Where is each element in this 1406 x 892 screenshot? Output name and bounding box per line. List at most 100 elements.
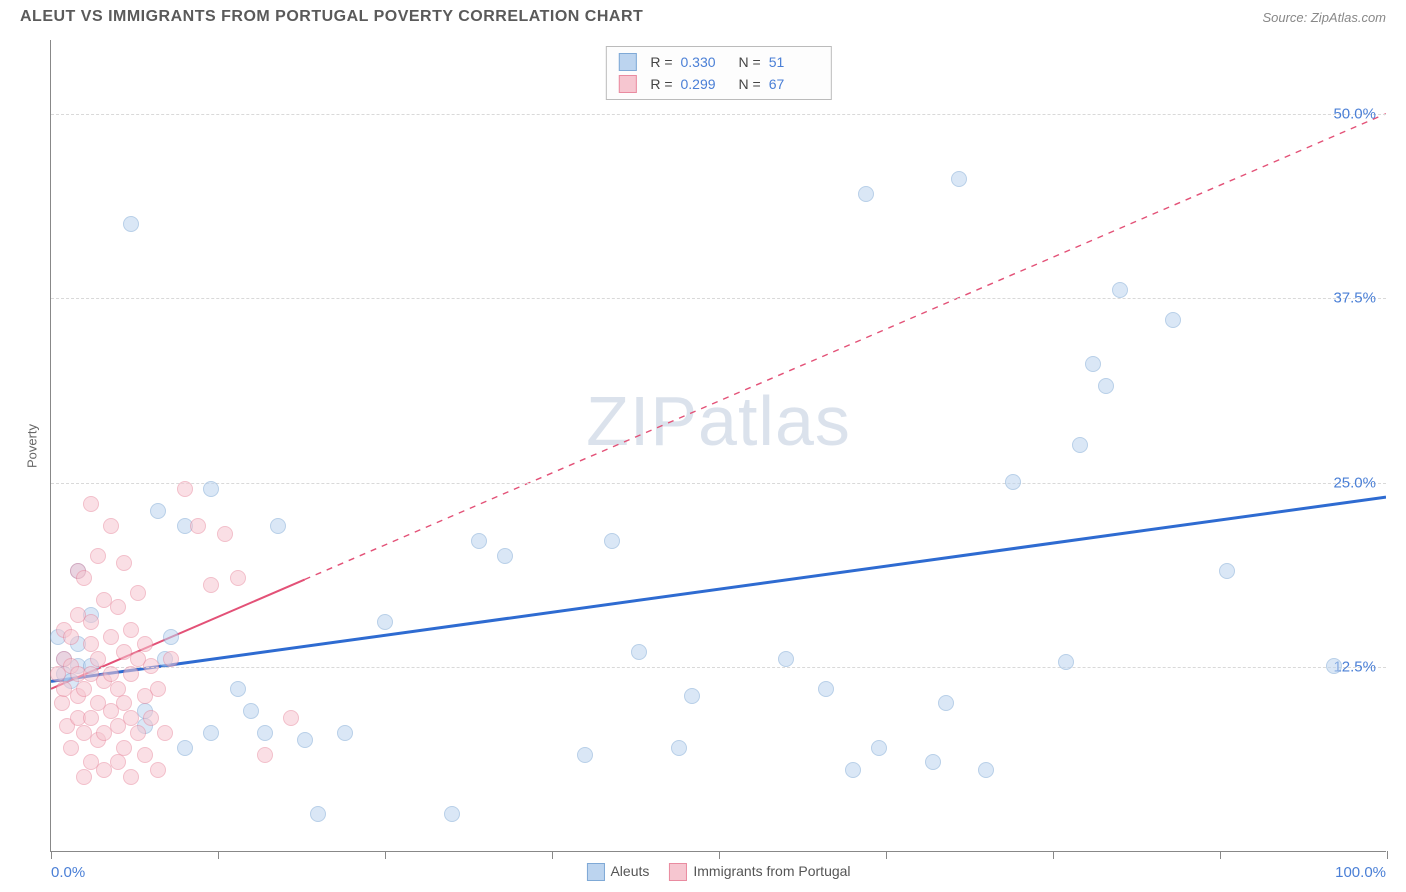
x-tick	[719, 851, 720, 859]
source-attribution: Source: ZipAtlas.com	[1262, 10, 1386, 25]
n-label: N =	[739, 51, 761, 73]
data-point	[83, 710, 99, 726]
data-point	[123, 710, 139, 726]
data-point	[230, 570, 246, 586]
data-point	[103, 629, 119, 645]
data-point	[1005, 474, 1021, 490]
data-point	[116, 740, 132, 756]
data-point	[110, 754, 126, 770]
data-point	[951, 171, 967, 187]
data-point	[1058, 654, 1074, 670]
data-point	[123, 216, 139, 232]
legend-item: Immigrants from Portugal	[669, 863, 850, 881]
data-point	[143, 710, 159, 726]
data-point	[978, 762, 994, 778]
data-point	[310, 806, 326, 822]
data-point	[103, 666, 119, 682]
data-point	[871, 740, 887, 756]
data-point	[925, 754, 941, 770]
x-tick	[385, 851, 386, 859]
data-point	[938, 695, 954, 711]
data-point	[858, 186, 874, 202]
r-label: R =	[650, 73, 672, 95]
data-point	[163, 629, 179, 645]
scatter-chart: Poverty ZIPatlas R =0.330N =51R =0.299N …	[50, 40, 1386, 852]
data-point	[1165, 312, 1181, 328]
correlation-legend: R =0.330N =51R =0.299N =67	[605, 46, 831, 100]
legend-swatch	[586, 863, 604, 881]
data-point	[604, 533, 620, 549]
data-point	[684, 688, 700, 704]
y-tick-label: 37.5%	[1333, 290, 1376, 307]
y-axis-label: Poverty	[25, 424, 40, 468]
gridline	[51, 298, 1386, 299]
data-point	[1326, 658, 1342, 674]
data-point	[123, 666, 139, 682]
watermark: ZIPatlas	[586, 381, 851, 461]
data-point	[297, 732, 313, 748]
data-point	[157, 725, 173, 741]
legend-swatch	[618, 75, 636, 93]
data-point	[818, 681, 834, 697]
data-point	[150, 762, 166, 778]
x-tick	[218, 851, 219, 859]
data-point	[1072, 437, 1088, 453]
data-point	[1085, 356, 1101, 372]
data-point	[778, 651, 794, 667]
page-title: ALEUT VS IMMIGRANTS FROM PORTUGAL POVERT…	[20, 8, 643, 26]
data-point	[83, 636, 99, 652]
data-point	[217, 526, 233, 542]
x-tick	[1387, 851, 1388, 859]
y-tick-label: 25.0%	[1333, 474, 1376, 491]
data-point	[116, 695, 132, 711]
data-point	[203, 481, 219, 497]
data-point	[631, 644, 647, 660]
data-point	[177, 740, 193, 756]
n-label: N =	[739, 73, 761, 95]
data-point	[110, 599, 126, 615]
data-point	[270, 518, 286, 534]
legend-row: R =0.299N =67	[618, 73, 818, 95]
x-tick	[1220, 851, 1221, 859]
data-point	[845, 762, 861, 778]
y-tick-label: 50.0%	[1333, 105, 1376, 122]
legend-label: Immigrants from Portugal	[693, 863, 850, 879]
data-point	[54, 695, 70, 711]
x-axis-min-label: 0.0%	[51, 864, 85, 881]
data-point	[257, 725, 273, 741]
data-point	[497, 548, 513, 564]
data-point	[203, 577, 219, 593]
data-point	[83, 614, 99, 630]
data-point	[243, 703, 259, 719]
data-point	[130, 585, 146, 601]
data-point	[444, 806, 460, 822]
data-point	[76, 570, 92, 586]
data-point	[150, 681, 166, 697]
data-point	[123, 769, 139, 785]
gridline	[51, 667, 1386, 668]
data-point	[63, 740, 79, 756]
data-point	[90, 651, 106, 667]
data-point	[1219, 563, 1235, 579]
data-point	[76, 769, 92, 785]
data-point	[190, 518, 206, 534]
data-point	[103, 518, 119, 534]
data-point	[63, 629, 79, 645]
data-point	[671, 740, 687, 756]
data-point	[137, 636, 153, 652]
x-tick	[886, 851, 887, 859]
data-point	[163, 651, 179, 667]
data-point	[83, 496, 99, 512]
legend-swatch	[618, 53, 636, 71]
data-point	[1098, 378, 1114, 394]
legend-label: Aleuts	[610, 863, 649, 879]
data-point	[137, 747, 153, 763]
data-point	[76, 681, 92, 697]
data-point	[471, 533, 487, 549]
data-point	[203, 725, 219, 741]
data-point	[257, 747, 273, 763]
series-legend: Aleuts Immigrants from Portugal	[586, 863, 850, 881]
legend-swatch	[669, 863, 687, 881]
x-axis-max-label: 100.0%	[1335, 864, 1386, 881]
data-point	[110, 681, 126, 697]
